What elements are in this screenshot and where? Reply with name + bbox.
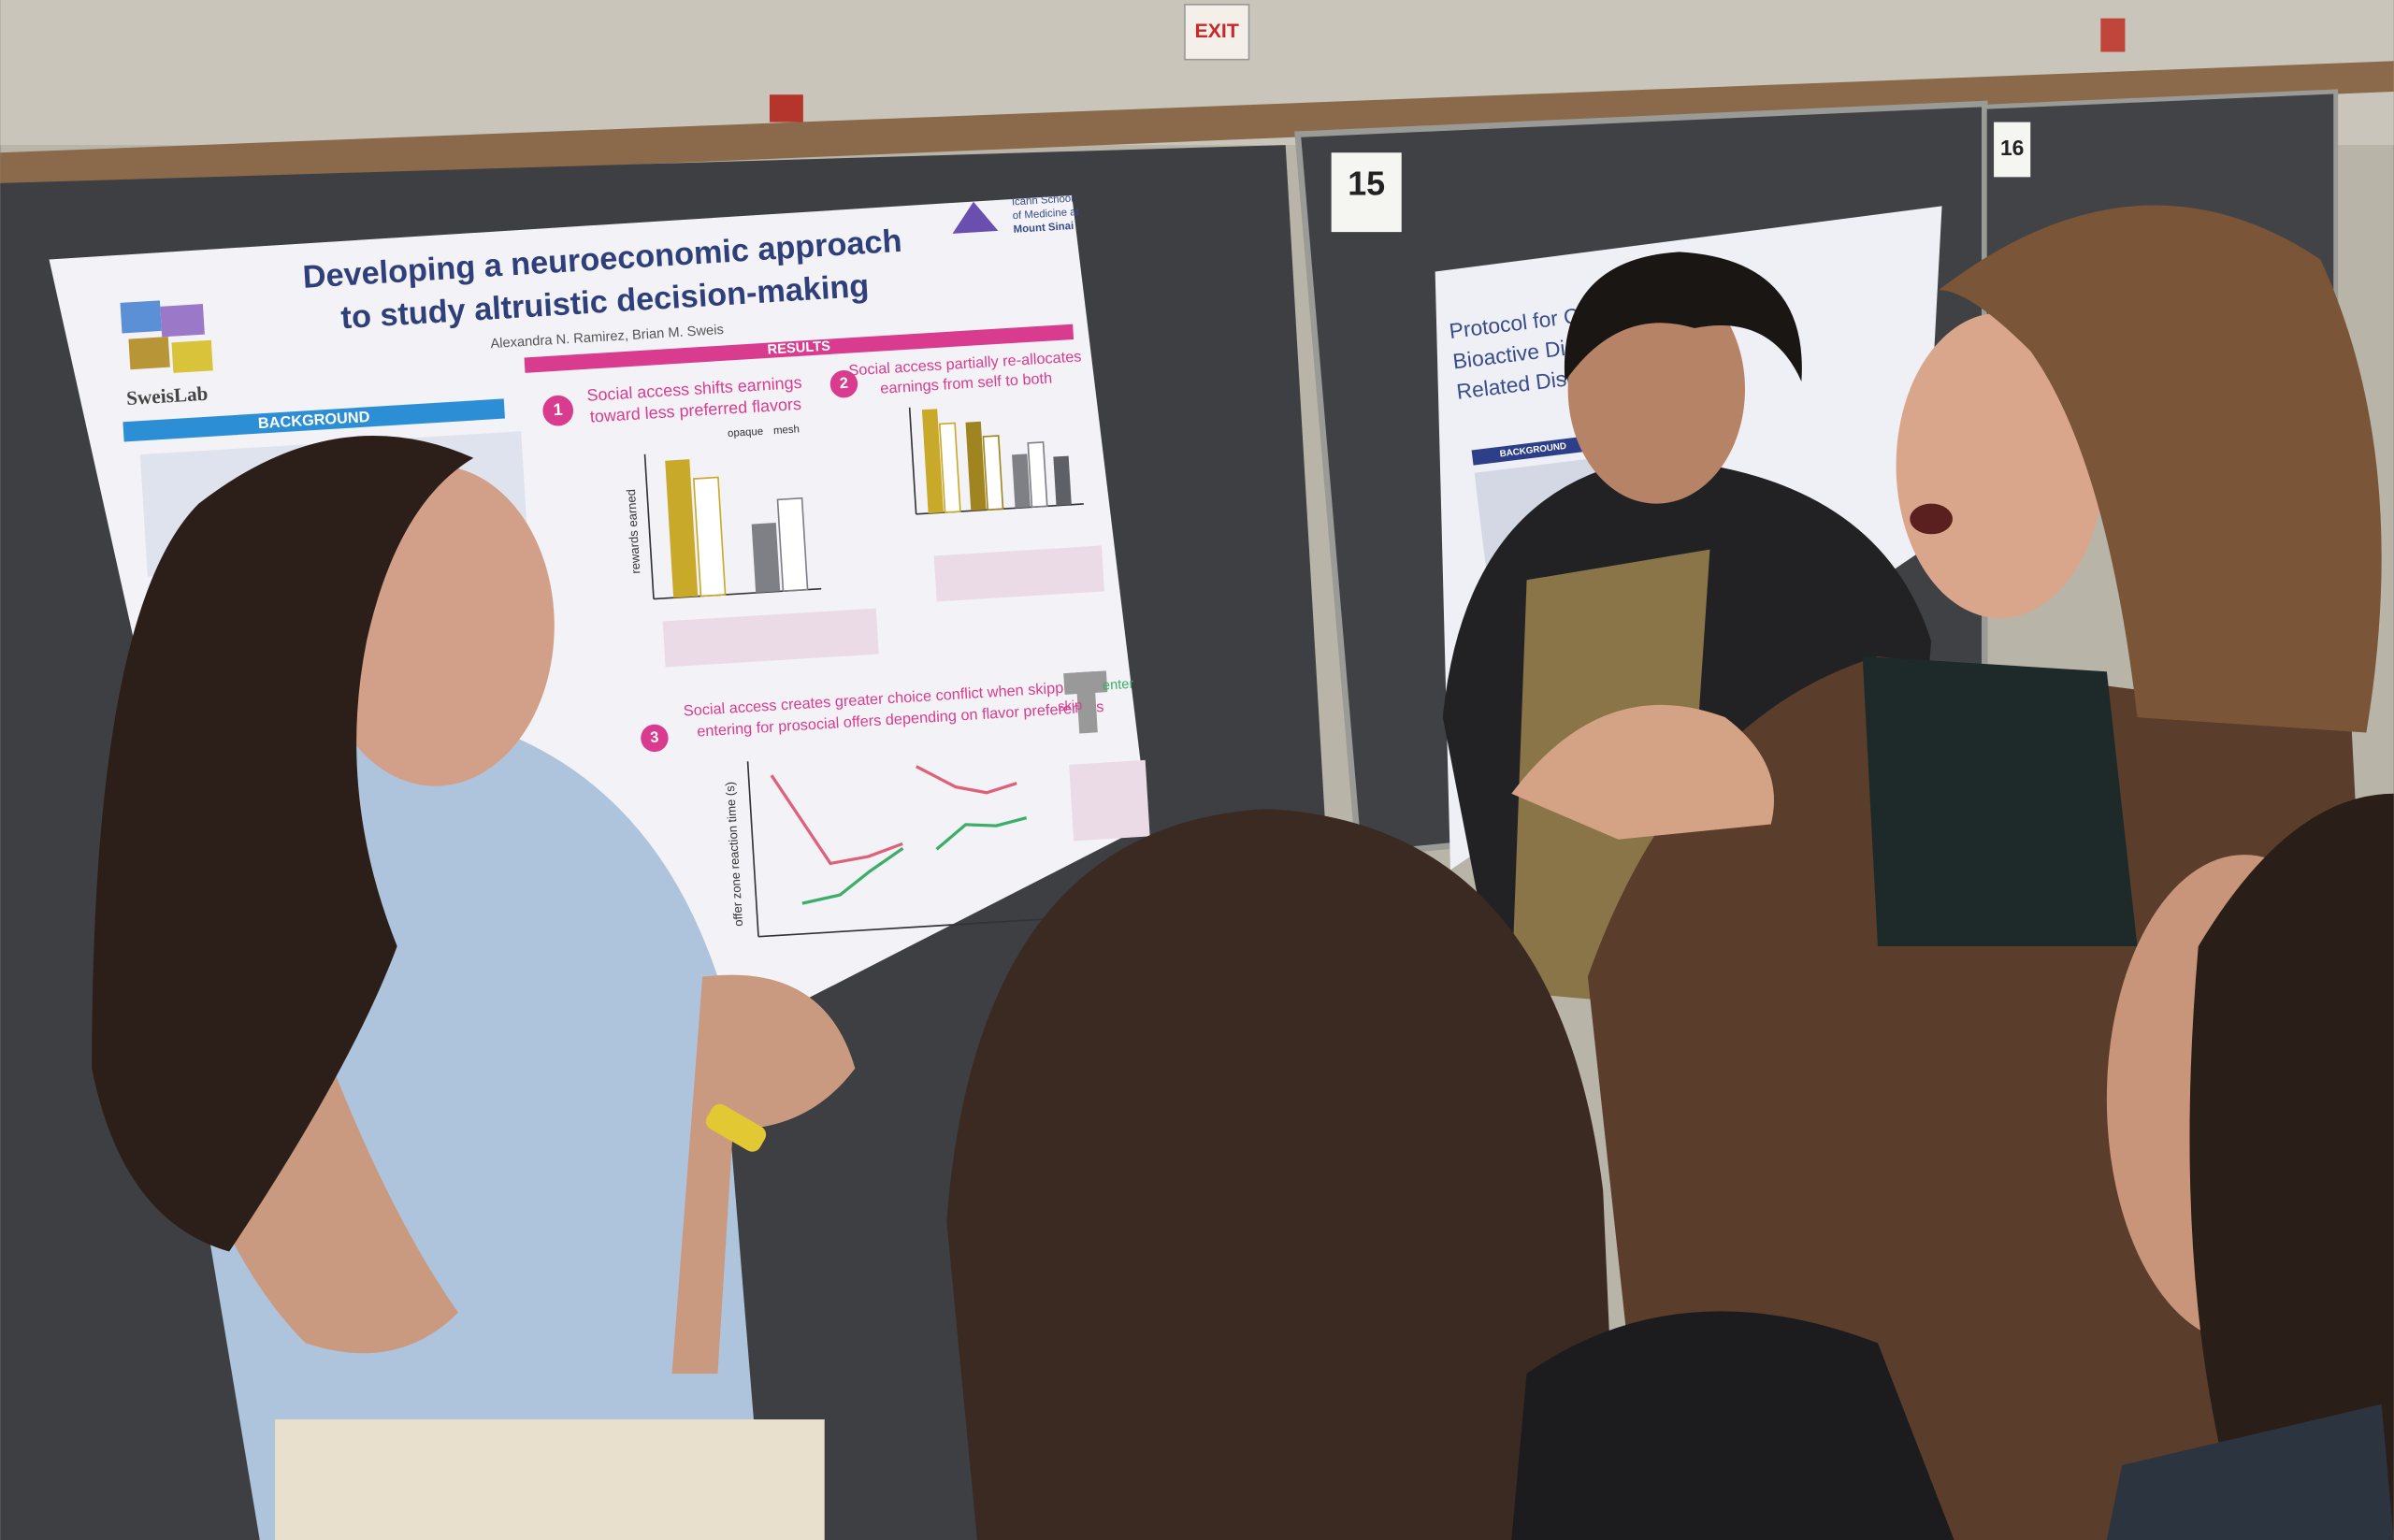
alarm [769, 94, 803, 122]
section-badge [542, 395, 574, 426]
institution: Mount Sinai [1013, 221, 1074, 236]
axis-label: rewards earned [624, 489, 643, 574]
bar-figure [1027, 441, 1048, 509]
legend-text: opaque [728, 426, 764, 439]
caption-block [1069, 759, 1150, 842]
bar-figure [965, 421, 987, 511]
person-shirt [2106, 1403, 2394, 1540]
bar-figure [921, 409, 944, 514]
person-top [1862, 655, 2138, 947]
person-face [1896, 312, 2104, 619]
board-number [1994, 122, 2031, 178]
institution: of Medicine at [1012, 207, 1079, 222]
exit-text: EXIT [1195, 21, 1239, 42]
person-hair [1939, 205, 2382, 733]
person-hands [1511, 704, 1775, 840]
logo-block [160, 304, 205, 338]
board-number [1331, 152, 1402, 233]
section-bar [1471, 435, 1595, 466]
board-number-text: 15 [1348, 165, 1385, 203]
logo-block [128, 337, 170, 370]
line-figure [935, 816, 1028, 851]
bar-figure [692, 476, 727, 597]
institution: Icahn School [1012, 194, 1074, 209]
axis [746, 761, 759, 937]
legend-text: mesh [773, 424, 800, 437]
bar-figure [776, 497, 809, 593]
diagram [1075, 671, 1098, 734]
diagram-label: enter [1102, 677, 1134, 694]
section-number: 1 [553, 400, 563, 420]
section-badge [641, 724, 669, 753]
section-header: RESULTS [767, 339, 831, 358]
person-hair [2189, 793, 2394, 1540]
person-shirt [1511, 1311, 1954, 1540]
bar-figure [938, 422, 961, 513]
bar-figure [665, 459, 699, 598]
line-figure [770, 774, 903, 866]
diagram-label: skip [1058, 698, 1083, 715]
bar-figure [751, 523, 781, 593]
axis [643, 453, 655, 599]
section-badge [829, 369, 858, 398]
line-figure [801, 846, 904, 905]
bar-figure [1053, 455, 1072, 506]
axis [908, 407, 917, 514]
section-bar [524, 324, 1074, 373]
exit-sign [1184, 4, 1250, 61]
axis [757, 915, 1079, 938]
person-pants [275, 1419, 825, 1540]
logo-block [171, 339, 213, 373]
bar-figure [1012, 453, 1031, 509]
exit-sign-far [2100, 18, 2126, 52]
section-bar [123, 398, 506, 442]
section-number: 3 [650, 728, 659, 746]
institution-logo [952, 201, 999, 234]
line-figure [916, 765, 1017, 795]
person-hair [92, 435, 474, 1252]
person-hands [671, 974, 856, 1374]
caption-block [933, 545, 1104, 602]
bar-figure [982, 435, 1004, 511]
lab-name: SweisLab [125, 382, 209, 410]
person-hair [946, 809, 1619, 1540]
board-number-text: 16 [2000, 136, 2024, 160]
person-hair [1564, 252, 1802, 382]
logo-block [120, 300, 162, 334]
person-mouth [1910, 503, 1953, 535]
wood-rail [0, 61, 2394, 192]
caption-block [662, 608, 879, 668]
section-number: 2 [839, 375, 848, 393]
wristband [706, 1103, 767, 1152]
